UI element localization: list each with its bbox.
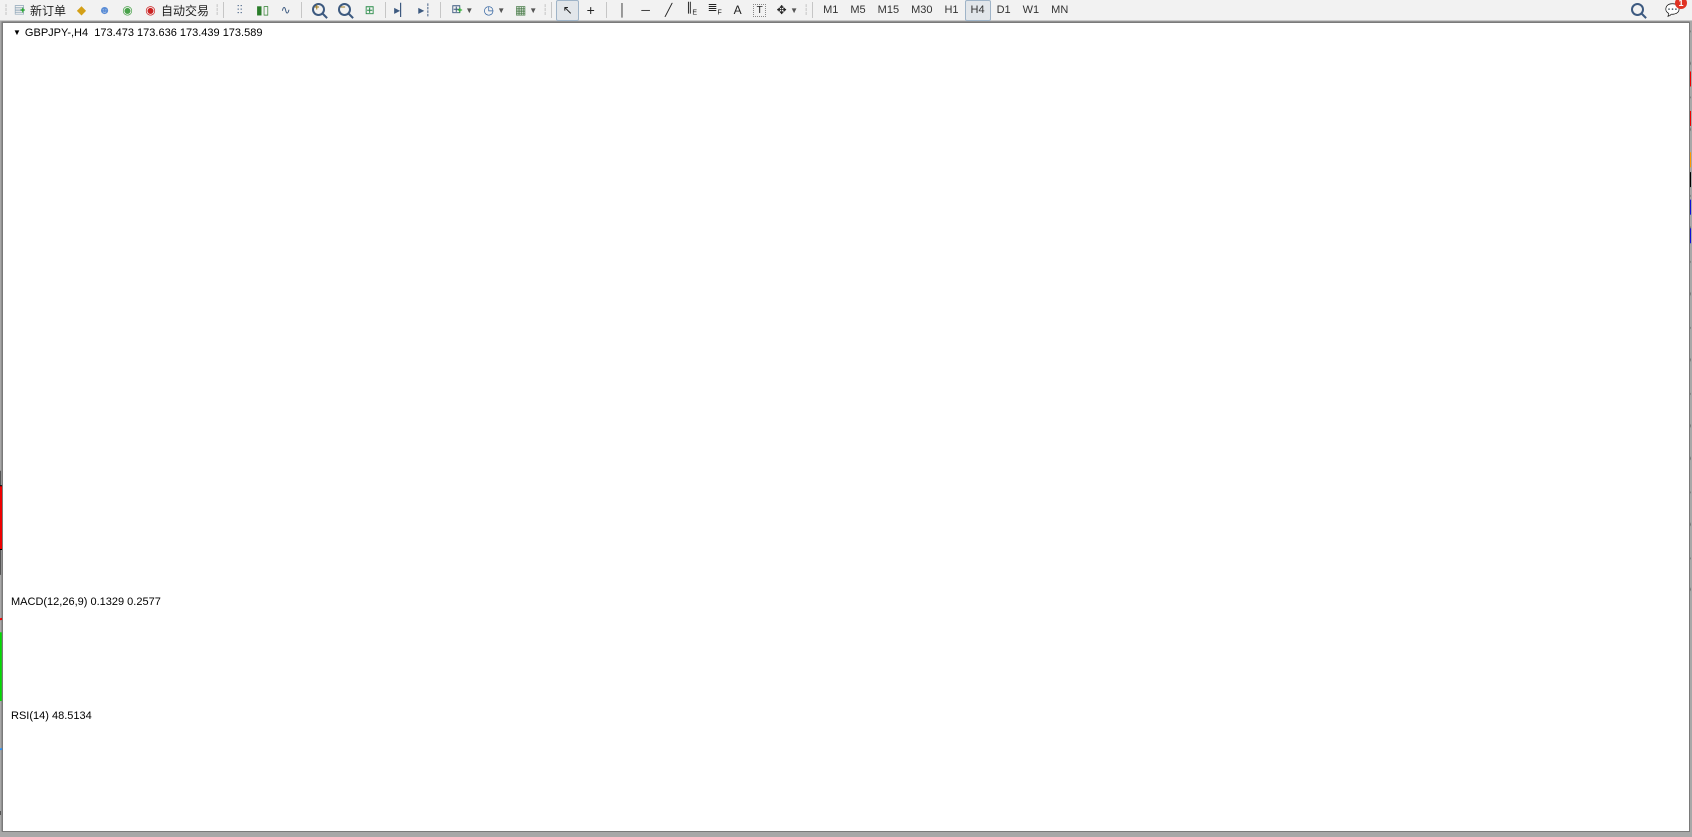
macd-histogram-bar (0, 632, 2, 701)
timeframe-m30[interactable]: M30 (911, 4, 933, 16)
new-chart-icon: ⊞+ (451, 2, 463, 16)
community-icon: ☻ (98, 2, 111, 17)
signals-button[interactable]: ◉ (116, 0, 139, 21)
chart-title: ▼ GBPJPY-,H4 173.473 173.636 173.439 173.… (13, 27, 262, 39)
line-chart-button[interactable]: ∿ (274, 0, 297, 21)
marketplace-button[interactable]: ◆ (70, 0, 93, 21)
notifications-button[interactable]: 💬 1 (1661, 0, 1687, 21)
text-label-tool-button[interactable]: T (749, 0, 770, 21)
toolbar-grip: ┆ (803, 4, 809, 16)
crosshair-icon: + (586, 1, 595, 18)
tile-windows-icon: ⊞ (364, 2, 375, 17)
separator (606, 2, 608, 18)
auto-scroll-icon: ▸▏ (394, 2, 410, 17)
timeframe-w1[interactable]: W1 (1022, 4, 1040, 16)
chart-window[interactable]: ▼ GBPJPY-,H4 173.473 173.636 173.439 173.… (2, 22, 1690, 832)
auto-trading-icon: ◉ (145, 2, 156, 17)
chart-shift-icon: ▸┊ (418, 2, 432, 17)
community-button[interactable]: ☻ (93, 0, 116, 21)
vertical-line-tool-button[interactable]: │ (611, 0, 634, 21)
channel-tool-button[interactable]: ∥E (680, 0, 703, 21)
crosshair-tool-button[interactable]: + (579, 0, 602, 21)
caret-down-icon: ▼ (465, 5, 474, 15)
timeframe-m1[interactable]: M1 (823, 4, 839, 16)
separator (385, 2, 387, 18)
symbol-period-label: GBPJPY-,H4 (24, 27, 89, 39)
separator (440, 2, 442, 18)
separator (812, 2, 814, 18)
new-order-label: 新订单 (30, 3, 67, 18)
fibonacci-tool-button[interactable]: ≣F (703, 0, 726, 21)
new-chart-dropdown[interactable]: ⊞+ ▼ (445, 0, 477, 21)
fibonacci-icon: ≣F (707, 0, 722, 17)
rsi-indicator-label: RSI(14) 48.5134 (11, 710, 92, 722)
notification-badge: 1 (1675, 0, 1687, 9)
main-toolbar: ┆ ▤+ 新订单 ◆ ☻ ◉ ◉ 自动交易 ┆ ⫶⫶ ▮▯ ∿ + − ⊞ ▸▏… (0, 0, 1692, 21)
search-icon (1631, 2, 1644, 16)
auto-scroll-button[interactable]: ▸▏ (390, 0, 413, 21)
tile-windows-button[interactable]: ⊞ (358, 0, 381, 21)
caret-down-icon: ▼ (529, 5, 538, 15)
bar-chart-icon: ⫶⫶ (236, 2, 243, 17)
separator (551, 2, 553, 18)
caret-down-icon: ▼ (790, 5, 799, 15)
new-order-button[interactable]: ▤+ 新订单 (8, 0, 70, 21)
arrows-tool-dropdown[interactable]: ✥ ▼ (770, 0, 802, 21)
ohlc-values: 173.473 173.636 173.439 173.589 (94, 27, 263, 39)
cursor-tool-button[interactable]: ↖ (556, 0, 580, 21)
auto-trading-button[interactable]: ◉ 自动交易 (139, 0, 213, 21)
zoom-out-icon: − (338, 2, 352, 16)
toolbar-grip: ┆ (542, 4, 548, 16)
template-icon: ▦ (515, 2, 527, 17)
text-tool-button[interactable]: A (726, 0, 749, 21)
line-chart-icon: ∿ (280, 2, 291, 17)
timeframe-mn[interactable]: MN (1051, 4, 1069, 16)
zoom-in-button[interactable]: + (306, 0, 332, 21)
toolbar-grip: ┆ (3, 4, 9, 16)
toolbar-grip: ┆ (214, 4, 220, 16)
cursor-icon: ↖ (562, 2, 573, 17)
marketplace-icon: ◆ (76, 2, 87, 17)
trendline-tool-button[interactable]: ╱ (657, 0, 680, 21)
horizontal-line-icon: ─ (641, 2, 650, 17)
search-button[interactable] (1625, 0, 1651, 21)
separator (301, 2, 303, 18)
templates-dropdown[interactable]: ▦ ▼ (509, 0, 541, 21)
timeframe-m15[interactable]: M15 (877, 4, 900, 16)
equidistant-channel-icon: ∥E (686, 0, 697, 17)
timeframe-h4[interactable]: H4 (964, 0, 991, 21)
vertical-line-icon: │ (618, 2, 627, 17)
periods-dropdown[interactable]: ◷ ▼ (477, 0, 509, 21)
candlestick-icon: ▮▯ (255, 2, 270, 17)
text-icon: A (733, 2, 742, 17)
trendline-icon: ╱ (665, 2, 673, 17)
timeframe-m5[interactable]: M5 (850, 4, 866, 16)
bar-chart-button[interactable]: ⫶⫶ (228, 0, 251, 21)
candlestick-chart-button[interactable]: ▮▯ (251, 0, 274, 21)
clock-icon: ◷ (483, 2, 495, 17)
separator (223, 2, 225, 18)
collapse-triangle-icon[interactable]: ▼ (13, 28, 21, 37)
auto-trading-label: 自动交易 (161, 3, 210, 18)
arrows-tool-icon: ✥ (776, 2, 787, 17)
chart-shift-button[interactable]: ▸┊ (413, 0, 436, 21)
timeframe-d1[interactable]: D1 (996, 4, 1011, 16)
caret-down-icon: ▼ (497, 5, 506, 15)
new-order-icon: ▤+ (13, 2, 26, 16)
signals-icon: ◉ (122, 2, 133, 17)
text-label-icon: T (753, 3, 767, 17)
macd-indicator-label: MACD(12,26,9) 0.1329 0.2577 (11, 596, 161, 608)
timeframe-h1[interactable]: H1 (944, 4, 959, 16)
zoom-out-button[interactable]: − (332, 0, 358, 21)
horizontal-line-tool-button[interactable]: ─ (634, 0, 657, 21)
zoom-in-icon: + (312, 2, 326, 16)
